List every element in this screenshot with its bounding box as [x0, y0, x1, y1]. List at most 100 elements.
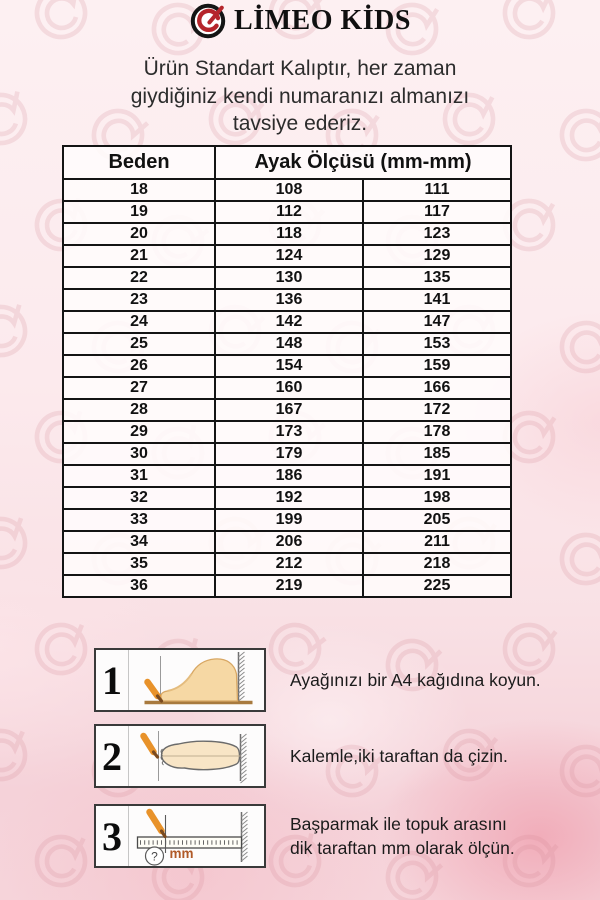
size-cell: 31: [62, 464, 216, 488]
watermark-logo-icon: [0, 304, 28, 358]
min-measure-cell: 219: [214, 574, 364, 598]
min-measure-cell: 212: [214, 552, 364, 576]
step-2-text: Kalemle,iki taraftan da çizin.: [290, 744, 508, 768]
size-cell: 32: [62, 486, 216, 510]
table-row: 36 219 225: [62, 574, 512, 598]
ruler-measure-icon: ? mm: [136, 808, 248, 866]
max-measure-cell: 211: [362, 530, 512, 554]
watermark-logo-icon: [0, 728, 28, 782]
step-1-text: Ayağınızı bir A4 kağıdına koyun.: [290, 668, 541, 692]
brand-logo-icon: [190, 3, 226, 39]
step-3-number: 3: [96, 806, 129, 866]
max-measure-cell: 218: [362, 552, 512, 576]
foot-top-view-icon: [140, 731, 247, 784]
min-measure-cell: 160: [214, 376, 364, 400]
step-text-line: dik taraftan mm olarak ölçün.: [290, 838, 515, 858]
max-measure-cell: 147: [362, 310, 512, 334]
min-measure-cell: 142: [214, 310, 364, 334]
size-cell: 24: [62, 310, 216, 334]
size-cell: 30: [62, 442, 216, 466]
min-measure-cell: 148: [214, 332, 364, 356]
min-measure-cell: 112: [214, 200, 364, 224]
step-1-illustration-box: 1: [94, 648, 266, 712]
size-cell: 25: [62, 332, 216, 356]
step-3-text: Başparmak ile topuk arasını dik taraftan…: [290, 812, 515, 860]
step-2-illustration-box: 2: [94, 724, 266, 788]
step-2: 2 Kalemle,iki taraftan da çizin.: [94, 724, 508, 788]
size-cell: 29: [62, 420, 216, 444]
table-row: 24 142 147: [62, 310, 512, 334]
max-measure-cell: 178: [362, 420, 512, 444]
table-row: 19 112 117: [62, 200, 512, 224]
table-row: 30 179 185: [62, 442, 512, 466]
mm-unit-label: mm: [170, 846, 194, 861]
min-measure-cell: 192: [214, 486, 364, 510]
watermark-logo-icon: [559, 744, 600, 798]
min-measure-cell: 130: [214, 266, 364, 290]
product-note-line: Ürün Standart Kalıptır, her zaman: [143, 57, 457, 80]
size-column-header: Beden: [62, 145, 216, 180]
watermark-logo-icon: [0, 516, 28, 570]
size-cell: 20: [62, 222, 216, 246]
size-cell: 26: [62, 354, 216, 378]
watermark-logo-icon: [34, 834, 88, 888]
size-table-header: Beden Ayak Ölçüsü (mm-mm): [62, 145, 512, 180]
size-cell: 19: [62, 200, 216, 224]
max-measure-cell: 191: [362, 464, 512, 488]
max-measure-cell: 172: [362, 398, 512, 422]
max-measure-cell: 135: [362, 266, 512, 290]
table-row: 34 206 211: [62, 530, 512, 554]
min-measure-cell: 124: [214, 244, 364, 268]
table-row: 33 199 205: [62, 508, 512, 532]
table-row: 28 167 172: [62, 398, 512, 422]
min-measure-cell: 179: [214, 442, 364, 466]
question-mark-label: ?: [151, 850, 158, 864]
measurement-column-header: Ayak Ölçüsü (mm-mm): [214, 145, 512, 180]
table-row: 31 186 191: [62, 464, 512, 488]
table-row: 32 192 198: [62, 486, 512, 510]
watermark-logo-icon: [559, 532, 600, 586]
step-2-number: 2: [96, 726, 129, 786]
step-3: 3 ? mm Başparmak ile topuk arasını dik t…: [94, 804, 515, 868]
max-measure-cell: 185: [362, 442, 512, 466]
brand-header: LİMEO KİDS: [0, 2, 600, 40]
min-measure-cell: 136: [214, 288, 364, 312]
size-cell: 28: [62, 398, 216, 422]
table-row: 20 118 123: [62, 222, 512, 246]
min-measure-cell: 108: [214, 178, 364, 202]
min-measure-cell: 186: [214, 464, 364, 488]
max-measure-cell: 153: [362, 332, 512, 356]
max-measure-cell: 225: [362, 574, 512, 598]
product-note-line: giydiğiniz kendi numaranızı almanızı: [130, 84, 470, 108]
product-note: Ürün Standart Kalıptır, her zaman giydiğ…: [0, 55, 600, 138]
min-measure-cell: 154: [214, 354, 364, 378]
header-row: Beden Ayak Ölçüsü (mm-mm): [62, 145, 512, 180]
size-cell: 27: [62, 376, 216, 400]
min-measure-cell: 199: [214, 508, 364, 532]
watermark-logo-icon: [559, 320, 600, 374]
table-row: 25 148 153: [62, 332, 512, 356]
step-1-number: 1: [96, 650, 129, 710]
table-row: 22 130 135: [62, 266, 512, 290]
size-cell: 36: [62, 574, 216, 598]
watermark-logo-icon: [34, 622, 88, 676]
max-measure-cell: 117: [362, 200, 512, 224]
step-3-illustration-box: 3 ? mm: [94, 804, 266, 868]
max-measure-cell: 129: [362, 244, 512, 268]
max-measure-cell: 198: [362, 486, 512, 510]
product-note-line: tavsiye ederiz.: [232, 112, 368, 135]
table-row: 18 108 111: [62, 178, 512, 202]
size-table-body: 18 108 111 19 112 117 20 118 123 21 1 24 129 22 130 135…: [62, 178, 512, 598]
foot-side-view-icon: [144, 651, 253, 705]
table-row: 27 160 166: [62, 376, 512, 400]
max-measure-cell: 111: [362, 178, 512, 202]
brand-name: LİMEO KİDS: [234, 5, 411, 36]
min-measure-cell: 206: [214, 530, 364, 554]
size-cell: 33: [62, 508, 216, 532]
step-text-line: Kalemle,iki taraftan da çizin.: [290, 746, 508, 766]
size-table: Beden Ayak Ölçüsü (mm-mm) 18 108 111 19 112 1…: [62, 145, 512, 598]
step-text-line: Başparmak ile topuk arasını: [290, 814, 507, 834]
max-measure-cell: 123: [362, 222, 512, 246]
max-measure-cell: 166: [362, 376, 512, 400]
